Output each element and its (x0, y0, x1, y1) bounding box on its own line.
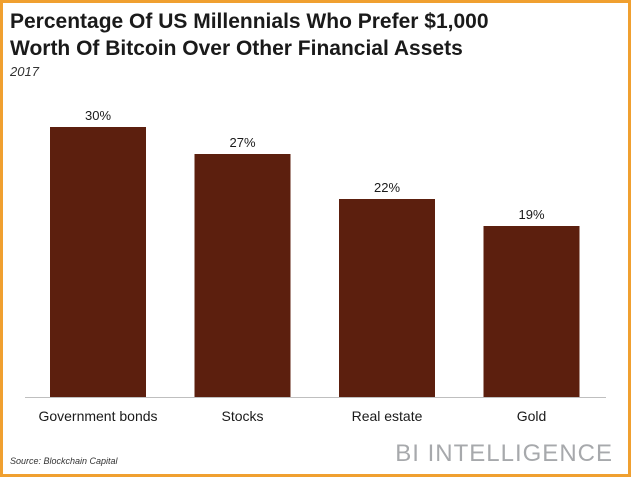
bar-value-label: 27% (229, 135, 255, 150)
chart-subtitle: 2017 (10, 64, 39, 79)
bar (194, 154, 291, 397)
chart-title-line-2: Worth Of Bitcoin Over Other Financial As… (10, 37, 463, 60)
bar (483, 226, 580, 397)
chart-title: Percentage Of US Millennials Who Prefer … (10, 8, 610, 62)
category-label: Stocks (221, 408, 263, 424)
bar-value-label: 30% (85, 108, 111, 123)
bar-value-label: 19% (518, 207, 544, 222)
category-label: Government bonds (38, 408, 157, 424)
source-note: Source: Blockchain Capital (10, 456, 118, 466)
bar (339, 199, 435, 397)
brand-logo: BI INTELLIGENCE (395, 440, 613, 467)
bar (50, 127, 146, 397)
chart-title-line-1: Percentage Of US Millennials Who Prefer … (10, 10, 489, 33)
bar-value-label: 22% (374, 180, 400, 195)
category-label: Gold (517, 408, 547, 424)
category-label: Real estate (352, 408, 423, 424)
